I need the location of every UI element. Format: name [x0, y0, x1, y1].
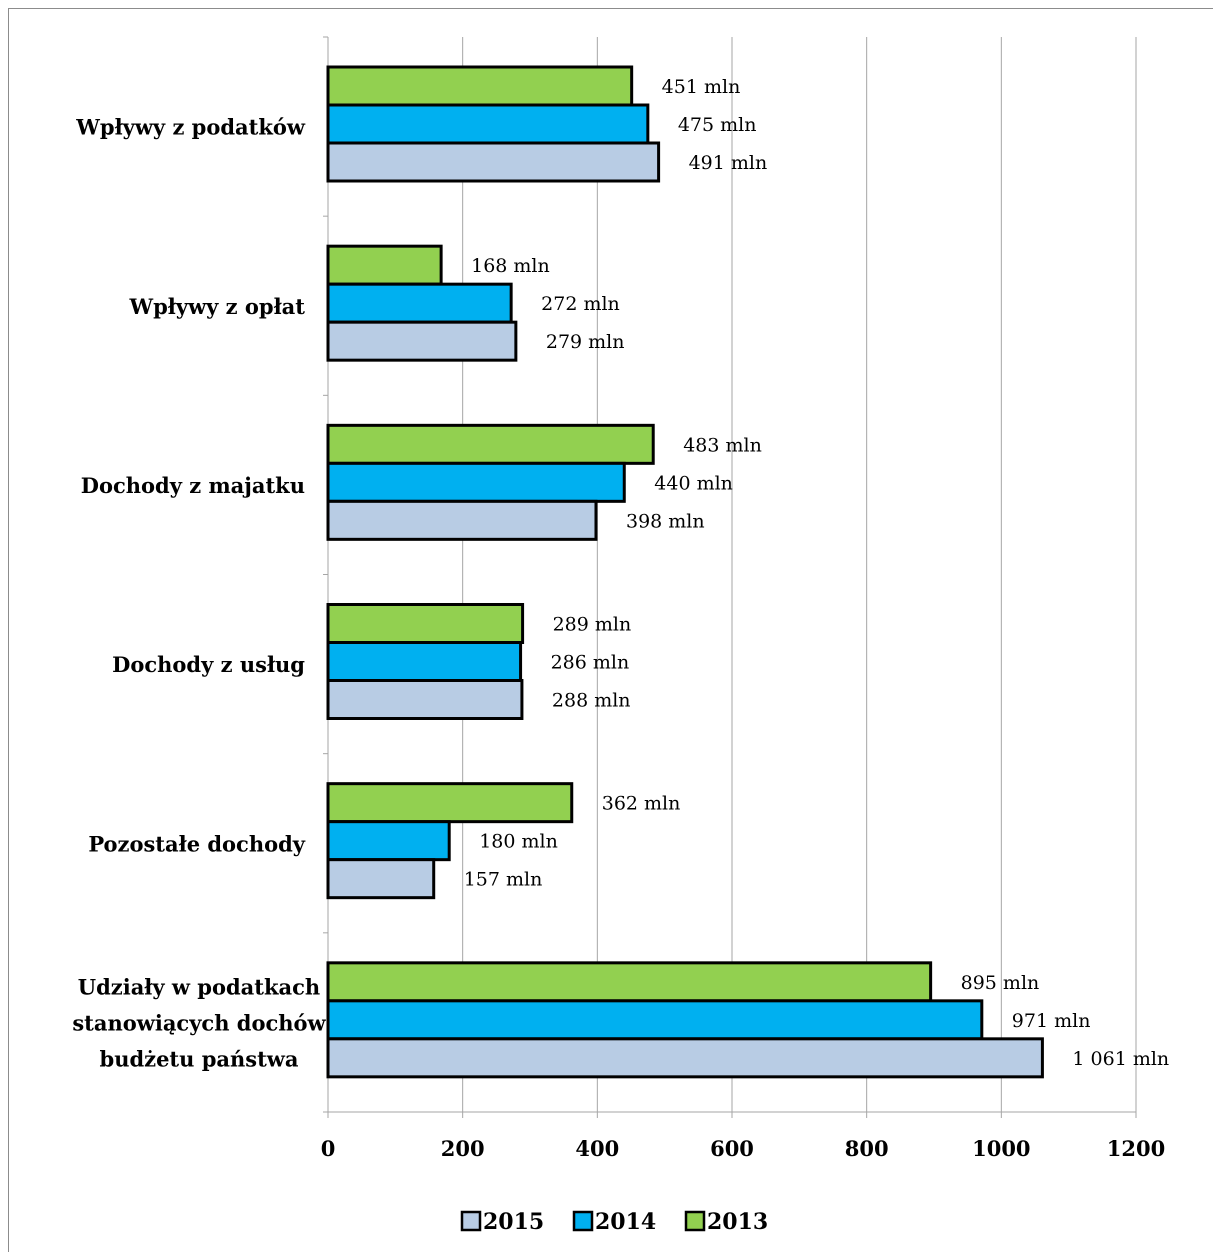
- x-tick-label: 600: [710, 1136, 754, 1161]
- category-label: Udziały w podatkach stanowiących dochów bu…: [72, 974, 326, 1071]
- category-label: Wpływy z opłat: [129, 294, 306, 319]
- data-label: 491 mln: [689, 152, 768, 174]
- legend: 2015 2014 2013: [460, 1209, 768, 1235]
- bar-2014: [326, 103, 650, 145]
- data-label: 1 061 mln: [1072, 1048, 1169, 1070]
- bar-2014: [326, 820, 451, 862]
- bar-2015: [326, 679, 524, 720]
- data-label: 483 mln: [683, 434, 762, 456]
- data-label: 971 mln: [1012, 1010, 1091, 1032]
- x-tick-labels: 0 200 400 600 800 1000 1200: [321, 1136, 1166, 1161]
- x-tick-label: 400: [575, 1136, 619, 1161]
- bar-2015: [326, 499, 598, 541]
- bar-2013: [326, 244, 443, 286]
- x-tick-label: 1000: [972, 1136, 1030, 1161]
- data-label: 362 mln: [602, 793, 681, 815]
- bar-2014: [326, 999, 984, 1041]
- legend-label-2013: 2013: [707, 1209, 768, 1235]
- x-tick-label: 0: [321, 1136, 336, 1161]
- legend-swatch-2013: [684, 1210, 706, 1232]
- data-label: 288 mln: [552, 690, 631, 712]
- data-labels: 451 mln 168 mln 483 mln 289 mln 362 mln 895 m…: [464, 76, 1169, 1070]
- bar-2015: [326, 141, 661, 183]
- category-label: Wpływy z podatków: [75, 115, 306, 140]
- data-label: 451 mln: [662, 76, 741, 98]
- data-label: 440 mln: [654, 472, 733, 494]
- category-labels: Wpływy z podatków Wpływy z opłat Dochody z…: [72, 115, 326, 1072]
- bar-2015: [326, 1037, 1044, 1079]
- x-tick-label: 800: [845, 1136, 889, 1161]
- bar-2013: [326, 65, 634, 107]
- legend-swatch-2014: [572, 1210, 594, 1232]
- data-label: 895 mln: [961, 972, 1040, 994]
- legend-label-2015: 2015: [483, 1209, 544, 1235]
- x-tick-label: 1200: [1107, 1136, 1165, 1161]
- data-label: 180 mln: [479, 831, 558, 853]
- data-label: 272 mln: [541, 293, 620, 315]
- bars: [326, 65, 1044, 1079]
- bar-2014: [326, 282, 513, 324]
- bar-2014: [326, 461, 626, 503]
- data-label: 168 mln: [471, 255, 550, 277]
- category-label: Dochody z usług: [112, 652, 305, 677]
- legend-swatch-2015: [460, 1210, 482, 1232]
- data-label: 398 mln: [626, 510, 705, 532]
- bar-2015: [326, 858, 436, 900]
- data-label: 157 mln: [464, 869, 543, 891]
- category-label: Pozostałe dochody: [88, 831, 305, 856]
- bar-2013: [326, 961, 933, 1003]
- data-label: 289 mln: [553, 614, 632, 636]
- data-label: 475 mln: [678, 114, 757, 136]
- x-tick-label: 200: [441, 1136, 485, 1161]
- bar-2013: [326, 782, 574, 824]
- gridlines: [462, 37, 1137, 1112]
- data-label: 279 mln: [546, 331, 625, 353]
- axes: [323, 36, 1137, 1118]
- legend-label-2014: 2014: [595, 1209, 656, 1235]
- data-label: 286 mln: [551, 652, 630, 674]
- bar-2014: [326, 641, 523, 682]
- bar-2015: [326, 320, 518, 362]
- chart-frame: 0 200 400 600 800 1000 1200 Wpływy z podatków Wp…: [8, 8, 1213, 1252]
- bar-2013: [326, 603, 525, 644]
- bar-2013: [326, 423, 655, 465]
- category-label: Dochody z majatku: [81, 473, 305, 498]
